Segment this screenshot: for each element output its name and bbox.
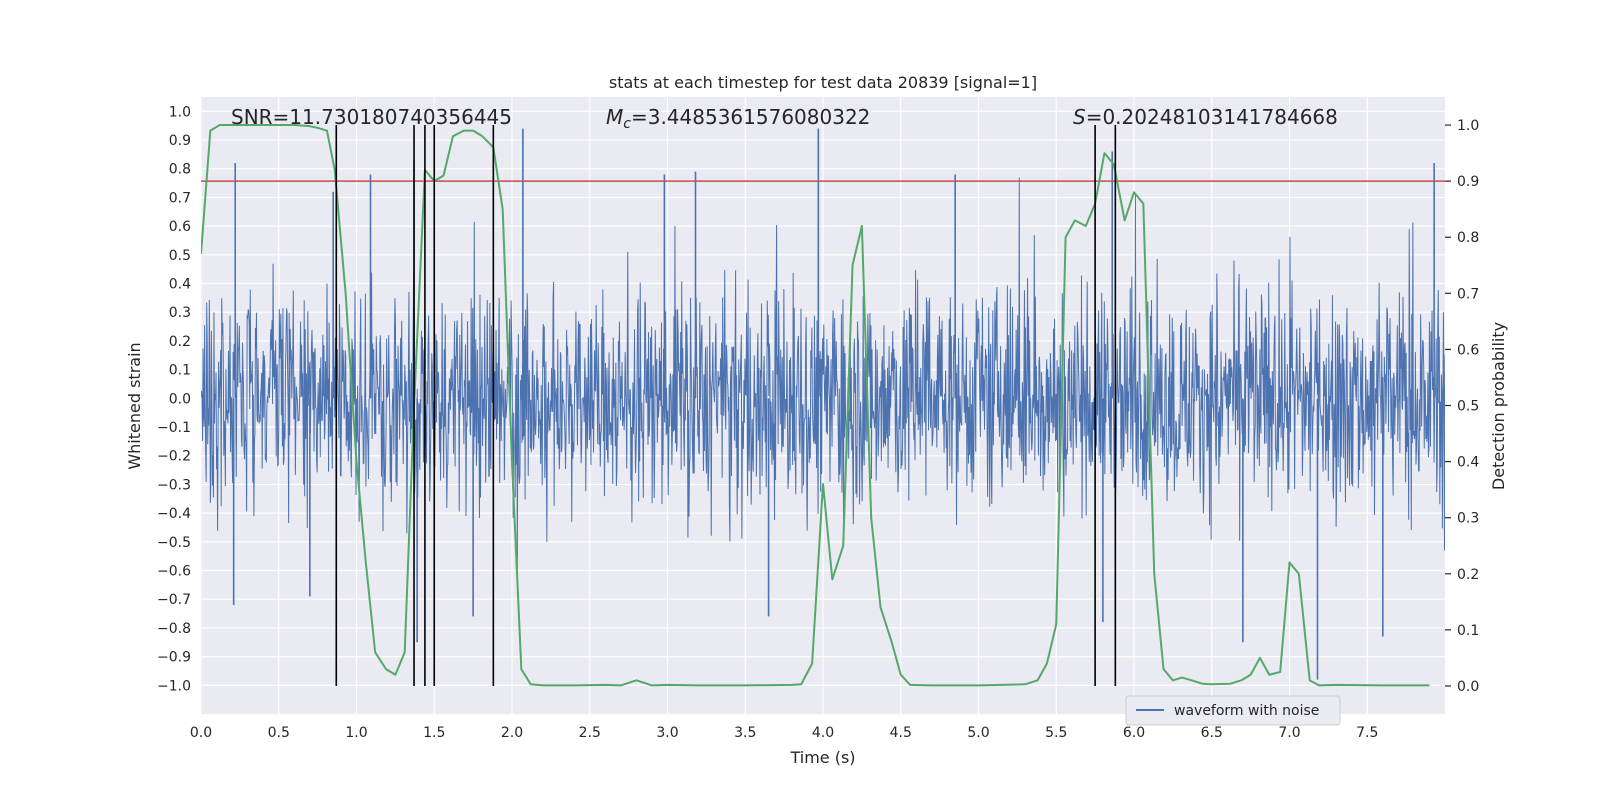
y-left-tick-label: 1.0 xyxy=(169,104,191,120)
x-tick-label: 7.0 xyxy=(1278,725,1300,741)
chart-title: stats at each timestep for test data 208… xyxy=(609,73,1037,92)
detection-probability-line xyxy=(201,124,1430,687)
y-right-tick-label: 1.0 xyxy=(1457,118,1479,134)
detection-probability-series xyxy=(201,124,1430,687)
y-left-tick-label: 0.2 xyxy=(169,334,191,350)
y-left-tick-label: −0.1 xyxy=(157,420,191,436)
x-tick-label: 3.0 xyxy=(656,725,678,741)
y-left-tick-label: 0.8 xyxy=(169,162,191,178)
y-left-tick-label: 0.6 xyxy=(169,219,191,235)
y-right-tick-label: 0.5 xyxy=(1457,399,1479,415)
y-right-tick-label: 0.9 xyxy=(1457,174,1479,190)
x-tick-label: 6.0 xyxy=(1123,725,1145,741)
y-right-tick-label: 0.3 xyxy=(1457,511,1479,527)
legend: waveform with noise xyxy=(1125,695,1341,726)
x-tick-label: 0.5 xyxy=(268,725,290,741)
chirp-mass-annotation: Mc=3.4485361576080322 xyxy=(606,105,870,132)
y-left-tick-label: −0.8 xyxy=(157,621,191,637)
y-left-axis-ticks: 1.0 0.9 0.8 0.7 0.6 0.5 0.4 0.3 0.2 0.1 0.0 −0.1 −0.… xyxy=(157,104,191,694)
x-tick-label: 3.5 xyxy=(734,725,756,741)
s-annotation: S=0.20248103141784668 xyxy=(1073,105,1338,129)
x-axis-ticks: 0.0 0.5 1.0 1.5 2.0 2.5 3.0 3.5 4.0 4.5 5.0 5.5 6.0 6… xyxy=(190,725,1379,741)
y-right-tick-label: 0.8 xyxy=(1457,230,1479,246)
x-tick-label: 1.5 xyxy=(423,725,445,741)
chirp-mass-symbol: M xyxy=(606,105,623,129)
y-left-axis-label: Whitened strain xyxy=(125,342,144,469)
y-left-tick-label: 0.9 xyxy=(169,133,191,149)
y-left-tick-label: −0.9 xyxy=(157,650,191,666)
y-right-tick-label: 0.6 xyxy=(1457,342,1479,358)
y-left-tick-label: 0.4 xyxy=(169,277,191,293)
y-left-tick-label: 0.1 xyxy=(169,363,191,379)
y-left-tick-label: 0.0 xyxy=(169,391,191,407)
y-right-axis-label: Detection probability xyxy=(1489,322,1508,490)
y-left-tick-label: −0.3 xyxy=(157,477,191,493)
x-axis-label: Time (s) xyxy=(789,748,855,767)
y-right-tick-label: 0.2 xyxy=(1457,567,1479,583)
y-left-tick-label: −0.6 xyxy=(157,564,191,580)
y-right-tick-label: 0.7 xyxy=(1457,286,1479,302)
x-tick-label: 0.0 xyxy=(190,725,212,741)
x-tick-label: 7.5 xyxy=(1356,725,1378,741)
chirp-mass-value: =3.4485361576080322 xyxy=(631,105,870,129)
s-value: =0.20248103141784668 xyxy=(1086,105,1338,129)
y-left-tick-label: −0.5 xyxy=(157,535,191,551)
x-tick-label: 5.5 xyxy=(1045,725,1067,741)
y-left-tick-label: −1.0 xyxy=(157,678,191,694)
s-symbol: S xyxy=(1073,105,1086,129)
y-left-tick-label: −0.4 xyxy=(157,506,191,522)
waveform-noise-path xyxy=(201,177,1445,569)
y-left-tick-label: −0.7 xyxy=(157,592,191,608)
vertical-marker-lines xyxy=(335,125,1117,686)
snr-annotation: SNR=11.730180740356445 xyxy=(231,105,512,129)
x-tick-label: 4.0 xyxy=(812,725,834,741)
y-right-axis-ticks: 1.0 0.9 0.8 0.7 0.6 0.5 0.4 0.3 0.2 0.1 0.0 xyxy=(1445,118,1479,695)
y-right-tick-label: 0.4 xyxy=(1457,455,1479,471)
legend-label-waveform: waveform with noise xyxy=(1174,703,1319,719)
y-left-tick-label: −0.2 xyxy=(157,449,191,465)
legend-box xyxy=(1125,695,1341,726)
y-left-tick-label: 0.7 xyxy=(169,190,191,206)
x-tick-label: 2.5 xyxy=(579,725,601,741)
x-tick-label: 4.5 xyxy=(890,725,912,741)
y-left-tick-label: 0.3 xyxy=(169,305,191,321)
x-tick-label: 1.0 xyxy=(345,725,367,741)
y-left-tick-label: 0.5 xyxy=(169,248,191,264)
x-tick-label: 5.0 xyxy=(967,725,989,741)
y-right-tick-label: 0.1 xyxy=(1457,623,1479,639)
chirp-mass-subscript: c xyxy=(623,116,631,132)
y-right-tick-label: 0.0 xyxy=(1457,679,1479,695)
x-tick-label: 6.5 xyxy=(1201,725,1223,741)
x-tick-label: 2.0 xyxy=(501,725,523,741)
